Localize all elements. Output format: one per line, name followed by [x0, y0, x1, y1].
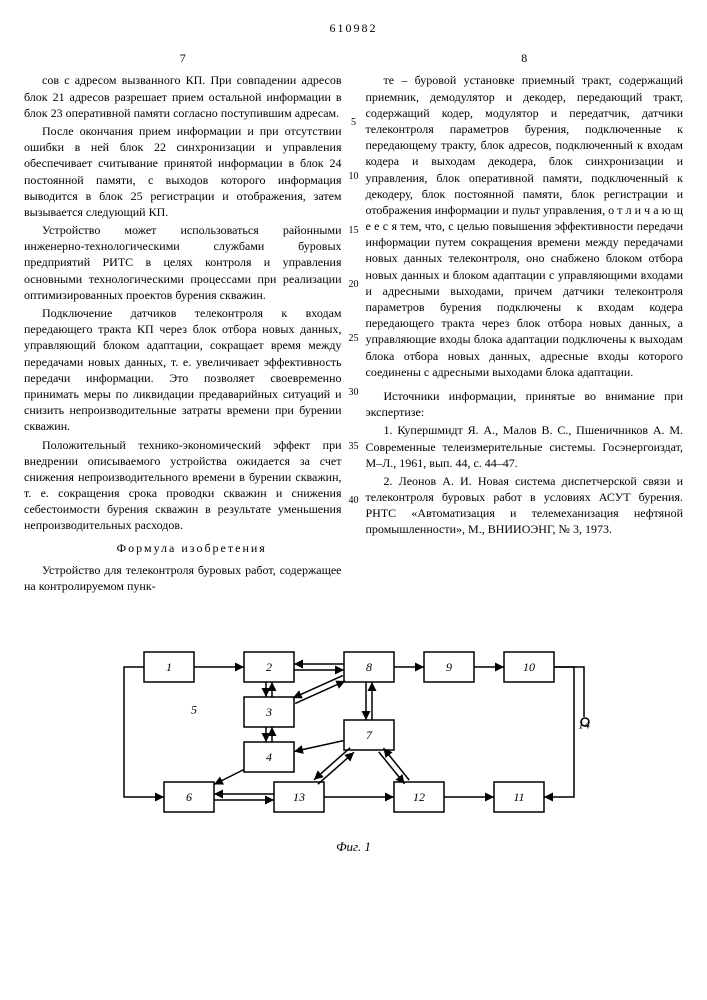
line-number: 25 [349, 332, 359, 346]
svg-text:4: 4 [266, 750, 272, 764]
body-paragraph: После окончания прием информации и при о… [24, 123, 342, 220]
body-paragraph: Устройство может использоваться районным… [24, 222, 342, 303]
formula-text: Устройство для телеконтроля буровых рабо… [24, 562, 342, 594]
svg-text:3: 3 [265, 705, 272, 719]
svg-text:8: 8 [366, 660, 372, 674]
patent-number: 610982 [24, 20, 683, 36]
line-number: 10 [349, 170, 359, 184]
left-column: 7 сов с адресом вызванного КП. При совпа… [24, 50, 342, 596]
sources-heading: Источники информации, принятые во вниман… [366, 388, 684, 420]
right-column: 8 те – буровой установке приемный тракт,… [366, 50, 684, 596]
svg-text:13: 13 [293, 790, 305, 804]
col-num-right: 8 [366, 50, 684, 66]
figure-caption: Фиг. 1 [24, 838, 683, 856]
line-number: 20 [349, 278, 359, 292]
svg-text:10: 10 [523, 660, 535, 674]
line-number: 30 [349, 386, 359, 400]
svg-text:2: 2 [266, 660, 272, 674]
col-num-left: 7 [24, 50, 342, 66]
svg-text:5: 5 [191, 703, 197, 717]
svg-text:1: 1 [166, 660, 172, 674]
formula-heading: Формула изобретения [24, 540, 342, 556]
svg-text:12: 12 [413, 790, 425, 804]
flowchart-svg: 1289105347613121114 [104, 622, 604, 832]
text-columns: 7 сов с адресом вызванного КП. При совпа… [24, 50, 683, 596]
line-number: 40 [349, 494, 359, 508]
body-paragraph: Положительный технико-экономический эффе… [24, 437, 342, 534]
diagram: 1289105347613121114 Фиг. 1 [24, 622, 683, 856]
body-paragraph: сов с адресом вызванного КП. При совпаде… [24, 72, 342, 121]
body-paragraph: Подключение датчиков телеконтроля к вход… [24, 305, 342, 435]
svg-text:9: 9 [446, 660, 452, 674]
source-item: 1. Купершмидт Я. А., Малов В. С., Пшенич… [366, 422, 684, 471]
svg-text:7: 7 [366, 728, 373, 742]
line-number: 15 [349, 224, 359, 238]
body-paragraph: те – буровой установке приемный тракт, с… [366, 72, 684, 380]
source-item: 2. Леонов А. И. Новая система диспетчерс… [366, 473, 684, 538]
line-number: 35 [349, 440, 359, 454]
line-number: 5 [351, 116, 356, 130]
svg-text:6: 6 [186, 790, 192, 804]
svg-text:11: 11 [513, 790, 524, 804]
